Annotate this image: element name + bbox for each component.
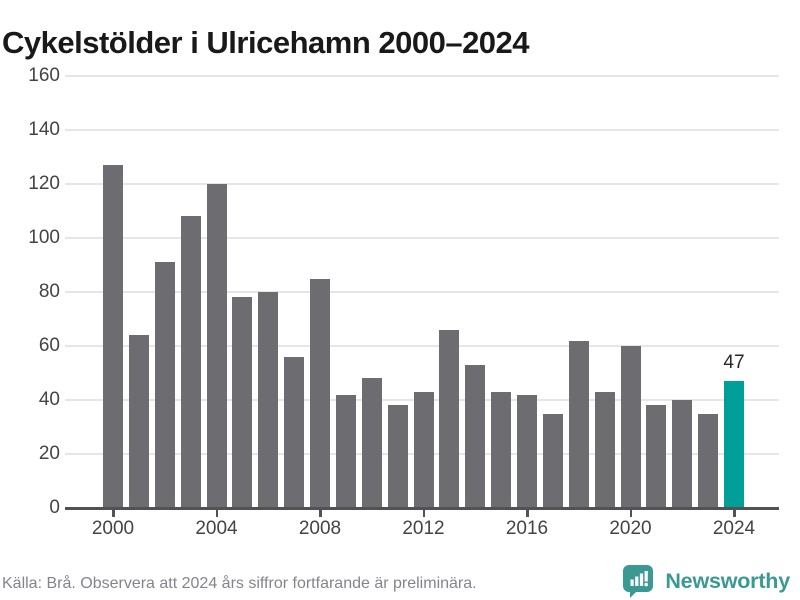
bar-2001 xyxy=(128,335,149,508)
x-tick-2012 xyxy=(422,510,425,517)
y-tick-label-140: 140 xyxy=(28,119,60,140)
bar-2024 xyxy=(724,381,744,508)
bar-2015 xyxy=(491,391,512,508)
bar-2007 xyxy=(284,356,305,508)
x-axis-line xyxy=(65,507,779,510)
newsworthy-icon xyxy=(623,564,654,598)
x-tick-2000 xyxy=(112,510,115,517)
gridline-140 xyxy=(65,129,779,131)
y-tick-label-0: 0 xyxy=(49,497,60,518)
gridline-160 xyxy=(65,75,779,77)
bar-2009 xyxy=(335,394,356,508)
gridline-120 xyxy=(65,183,779,185)
bar-2021 xyxy=(646,405,667,508)
y-tick-label-160: 160 xyxy=(28,65,60,86)
chart-area: 0 20 40 60 80 100 120 140 160 2000 2004 2008 2012 201… xyxy=(28,65,779,539)
page-title: Cykelstölder i Ulricehamn 2000–2024 xyxy=(2,24,530,60)
bar-2016 xyxy=(517,394,537,508)
bar-2006 xyxy=(258,292,279,508)
bar-2023 xyxy=(698,413,719,508)
bar-2014 xyxy=(465,364,486,508)
x-tick-label-2012: 2012 xyxy=(402,518,445,539)
y-tick-label-20: 20 xyxy=(38,443,60,464)
gridline-60 xyxy=(65,345,779,347)
bar-2018 xyxy=(568,340,589,508)
gridline-80 xyxy=(65,291,779,293)
bar-2005 xyxy=(232,297,253,508)
y-tick-label-100: 100 xyxy=(28,227,60,248)
bar-2000 xyxy=(103,165,123,508)
x-tick-2016 xyxy=(526,510,529,517)
newsworthy-logo: Newsworthy xyxy=(621,562,790,600)
x-tick-label-2020: 2020 xyxy=(609,518,652,539)
bar-2017 xyxy=(542,413,563,508)
x-tick-label-2016: 2016 xyxy=(505,518,549,539)
gridline-100 xyxy=(65,237,779,239)
x-tick-2020 xyxy=(629,510,632,517)
value-label-2024: 47 xyxy=(723,352,745,374)
bar-2013 xyxy=(439,329,460,508)
x-tick-label-2008: 2008 xyxy=(298,518,342,539)
y-tick-label-40: 40 xyxy=(38,389,60,410)
x-tick-2008 xyxy=(319,510,322,517)
bar-2008 xyxy=(310,278,330,508)
y-tick-label-120: 120 xyxy=(28,173,60,194)
x-tick-label-2004: 2004 xyxy=(195,518,238,539)
bar-2004 xyxy=(206,184,227,508)
bar-2020 xyxy=(620,346,641,508)
x-tick-2004 xyxy=(215,510,218,517)
bar-2010 xyxy=(361,378,382,508)
bar-2011 xyxy=(387,405,408,508)
source-note: Källa: Brå. Observera att 2024 års siffr… xyxy=(2,575,477,592)
bar-2002 xyxy=(154,262,175,508)
x-tick-label-2000: 2000 xyxy=(91,518,135,539)
bar-2019 xyxy=(594,391,615,508)
y-tick-label-60: 60 xyxy=(38,335,60,356)
x-tick-label-2024: 2024 xyxy=(712,518,756,539)
x-tick-2024 xyxy=(733,510,736,517)
bar-2003 xyxy=(180,216,201,508)
bar-2012 xyxy=(413,391,434,508)
y-tick-label-80: 80 xyxy=(38,281,60,302)
newsworthy-wordmark: Newsworthy xyxy=(665,568,790,593)
bar-2022 xyxy=(672,400,693,508)
